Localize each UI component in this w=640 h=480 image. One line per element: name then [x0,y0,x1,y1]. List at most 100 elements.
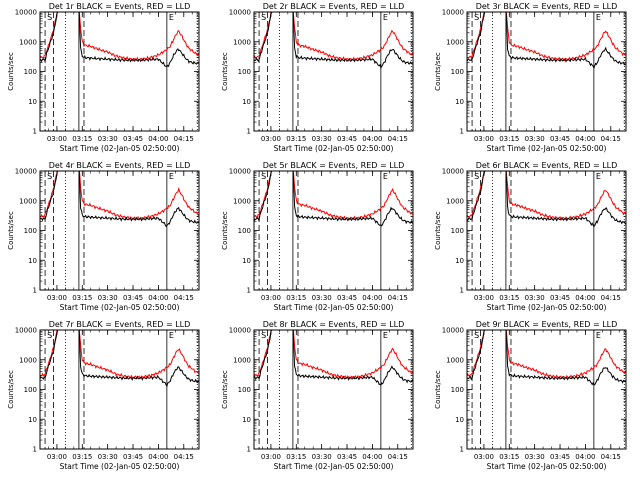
lld-series-line [467,12,626,62]
detector-panel: Det 9r BLACK = Events, RED = LLD Counts/s… [434,320,627,471]
x-tick-label: 03:15 [499,453,519,461]
events-series-line [40,12,199,68]
events-series-line [40,330,199,388]
x-tick-label: 03:45 [123,453,143,461]
x-axis-label: Start Time (02-Jan-05 02:50:00) [274,462,394,471]
series-group [40,171,199,228]
lld-series-line [467,330,626,380]
plot-frame [466,11,627,132]
x-axis-label: Start Time (02-Jan-05 02:50:00) [60,303,180,312]
y-tick-label: 1000 [233,38,251,46]
start-marker: S [47,331,52,340]
y-axis-label: Counts/sec [7,52,15,91]
x-tick-label: 03:30 [525,135,545,143]
y-tick-label: 10 [242,416,251,424]
plot-frame [253,329,414,450]
x-tick-label: 04:00 [575,453,595,461]
lld-series-line [467,171,626,221]
panel-title: Det 1r BLACK = Events, RED = LLD [49,2,191,11]
x-tick-label: 03:00 [261,453,281,461]
x-tick-label: 04:00 [148,453,168,461]
panel-title: Det 9r BLACK = Events, RED = LLD [476,320,618,329]
y-tick-label: 1 [247,128,251,136]
y-tick-label: 1 [247,446,251,454]
start-marker: S [47,172,52,181]
y-tick-label: 10000 [442,9,464,17]
x-tick-label: 04:00 [362,453,382,461]
y-tick-label: 1 [460,287,464,295]
start-marker: S [261,331,266,340]
x-tick-label: 03:15 [72,294,92,302]
x-tick-label: 03:30 [98,294,118,302]
start-marker: S [474,13,479,22]
x-axis-label: Start Time (02-Jan-05 02:50:00) [487,462,607,471]
x-tick-label: 04:15 [174,453,194,461]
end-marker: E [596,172,601,181]
events-series-line [40,171,199,228]
x-axis-label: Start Time (02-Jan-05 02:50:00) [487,303,607,312]
x-tick-label: 04:00 [575,135,595,143]
panel-title: Det 5r BLACK = Events, RED = LLD [263,161,405,170]
y-tick-label: 10000 [442,168,464,176]
y-tick-label: 10 [455,416,464,424]
x-tick-label: 03:15 [72,135,92,143]
y-tick-label: 1000 [233,356,251,364]
start-marker: S [474,331,479,340]
x-tick-label: 03:00 [474,294,494,302]
series-group [254,330,413,386]
detector-panel: Det 8r BLACK = Events, RED = LLD Counts/s… [221,320,414,471]
lld-series-line [40,171,199,221]
y-tick-label: 1000 [446,197,464,205]
y-tick-label: 10 [242,257,251,265]
x-tick-label: 04:15 [388,294,408,302]
y-tick-label: 1 [247,287,251,295]
y-tick-label: 1000 [19,356,37,364]
x-tick-label: 03:30 [525,453,545,461]
y-tick-label: 100 [238,68,251,76]
events-series-line [254,171,413,227]
y-tick-label: 1000 [446,38,464,46]
y-tick-label: 100 [451,227,464,235]
y-tick-label: 1 [33,287,37,295]
x-tick-label: 04:15 [174,294,194,302]
y-tick-label: 10 [455,257,464,265]
x-tick-label: 03:15 [499,294,519,302]
x-axis-label: Start Time (02-Jan-05 02:50:00) [487,144,607,153]
y-axis-label: Counts/sec [221,52,229,91]
end-marker: E [596,13,601,22]
y-tick-label: 1 [33,128,37,136]
y-tick-label: 10 [28,257,37,265]
x-tick-label: 03:45 [550,453,570,461]
x-axis-label: Start Time (02-Jan-05 02:50:00) [60,462,180,471]
x-tick-label: 03:00 [261,294,281,302]
x-tick-label: 03:30 [312,453,332,461]
y-axis-label: Counts/sec [7,211,15,250]
y-tick-label: 10000 [229,327,251,335]
x-tick-label: 03:00 [47,453,67,461]
detector-panel: Det 2r BLACK = Events, RED = LLD Counts/s… [221,2,414,153]
y-tick-label: 100 [24,68,37,76]
x-tick-label: 04:00 [148,294,168,302]
y-tick-label: 10 [242,98,251,106]
end-marker: E [383,172,388,181]
y-tick-label: 10000 [229,9,251,17]
lld-series-line [254,12,413,62]
events-series-line [467,171,626,228]
y-tick-label: 1000 [19,197,37,205]
plot-frame [253,11,414,132]
x-tick-label: 03:15 [286,453,306,461]
y-tick-label: 10000 [15,327,37,335]
x-tick-label: 03:45 [337,294,357,302]
events-series-line [467,330,626,386]
y-tick-label: 100 [238,227,251,235]
start-marker: S [474,172,479,181]
series-group [467,330,626,386]
y-tick-label: 10 [28,98,37,106]
events-series-line [254,330,413,386]
x-tick-label: 03:30 [525,294,545,302]
x-tick-label: 03:30 [98,453,118,461]
series-group [40,330,199,388]
end-marker: E [169,172,174,181]
x-tick-label: 03:15 [499,135,519,143]
